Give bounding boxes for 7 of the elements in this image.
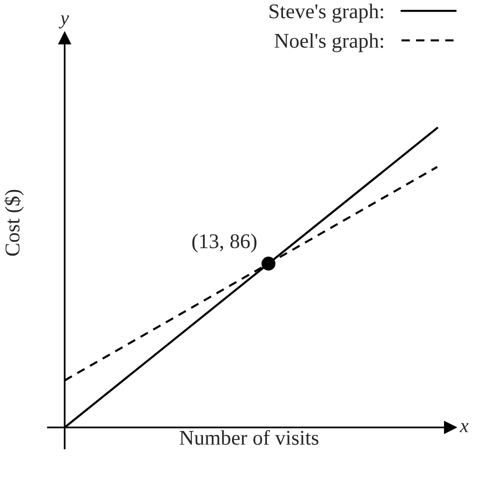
x-axis-title: Number of visits xyxy=(180,430,318,445)
annotation: (13, 86) xyxy=(192,234,256,253)
y-axis-title: Cost ($) xyxy=(4,190,24,256)
legend-label: Noel's graph: xyxy=(274,33,384,52)
text: y xyxy=(58,15,69,28)
annotation: x xyxy=(460,423,468,432)
legend-label: Steve's graph: xyxy=(270,4,384,23)
